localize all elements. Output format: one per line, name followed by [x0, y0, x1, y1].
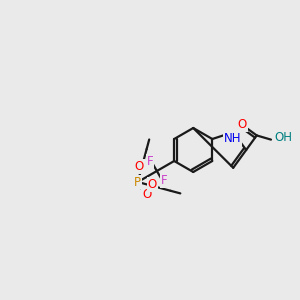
Text: F: F	[147, 155, 153, 168]
Text: OH: OH	[274, 131, 292, 144]
Text: NH: NH	[224, 132, 241, 145]
Text: O: O	[238, 118, 247, 131]
Text: O: O	[148, 178, 157, 191]
Text: F: F	[160, 174, 167, 187]
Text: O: O	[142, 188, 152, 201]
Text: O: O	[135, 160, 144, 173]
Text: P: P	[134, 176, 141, 188]
